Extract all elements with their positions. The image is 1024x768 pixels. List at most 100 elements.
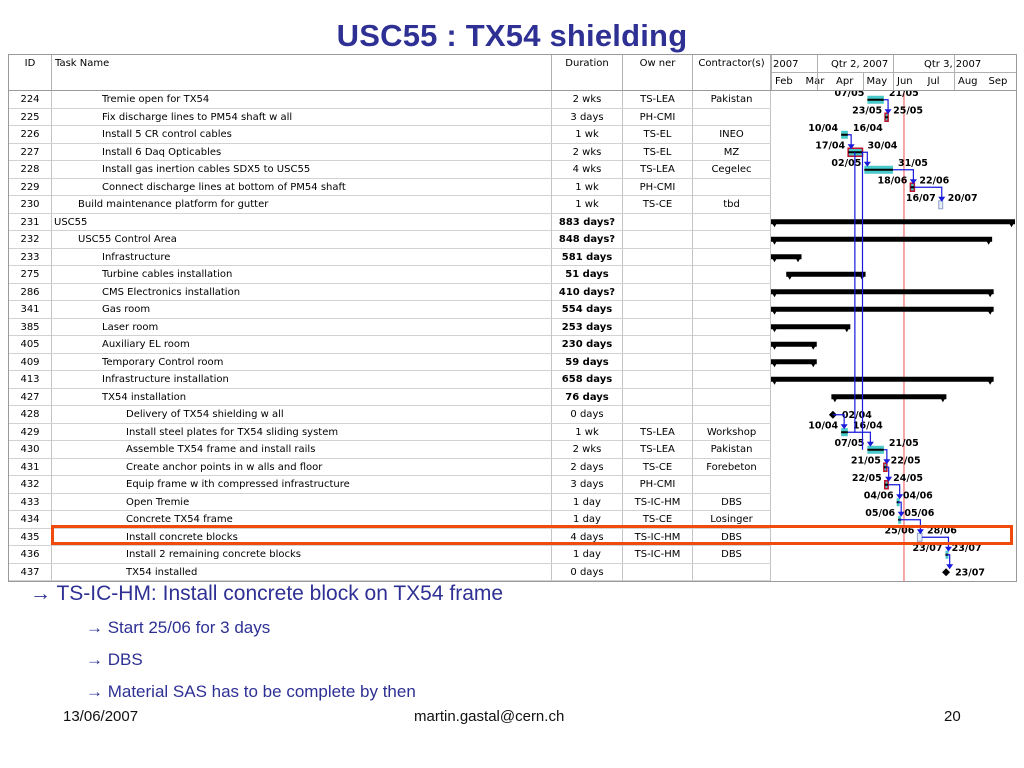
summary-bar [771, 341, 817, 347]
table-row[interactable]: 436 Install 2 remaining concrete blocks 1 … [9, 546, 771, 564]
task-name: TX54 installed [52, 563, 552, 581]
dependency-arrowhead [897, 511, 905, 517]
task-contractor [693, 371, 771, 388]
task-duration: 76 days [552, 388, 623, 406]
task-contractor [693, 406, 771, 423]
summary-end-cap [843, 326, 851, 333]
task-name: Install 6 Daq Opticables [52, 143, 552, 161]
table-row[interactable]: 275 Turbine cables installation 51 days [9, 266, 771, 284]
header-owner: Ow ner [623, 55, 693, 90]
task-end-date-label: 16/04 [853, 123, 883, 134]
task-contractor: tbd [693, 196, 771, 213]
task-id: 230 [9, 196, 52, 213]
table-row[interactable]: 430 Assemble TX54 frame and install rails… [9, 441, 771, 459]
task-duration: 1 wk [552, 196, 623, 213]
task-owner [623, 231, 693, 248]
task-name: Equip frame w ith compressed infrastruct… [52, 476, 552, 493]
table-row[interactable]: 435 Install concrete blocks 4 days TS-IC-HM… [9, 528, 771, 546]
task-contractor [693, 318, 771, 336]
task-id: 430 [9, 441, 52, 458]
table-row[interactable]: 428 Delivery of TX54 shielding w all 0 day… [9, 406, 771, 424]
task-name: CMS Electronics installation [52, 283, 552, 301]
table-row[interactable]: 232 USC55 Control Area 848 days? [9, 231, 771, 249]
task-start-date-label: 25/06 [884, 525, 914, 536]
task-start-date-label: 17/04 [815, 140, 845, 151]
summary-bar [771, 324, 851, 330]
table-row[interactable]: 233 Infrastructure 581 days [9, 248, 771, 266]
task-owner: TS-IC-HM [623, 528, 693, 546]
gantt-month-label: Jul [927, 76, 940, 87]
table-row[interactable]: 341 Gas room 554 days [9, 301, 771, 319]
table-row[interactable]: 432 Equip frame w ith compressed infrastr… [9, 476, 771, 494]
task-id: 429 [9, 423, 52, 441]
gantt-header-separator [862, 72, 864, 90]
table-row[interactable]: 429 Install steel plates for TX54 sliding… [9, 423, 771, 441]
table-row[interactable]: 226 Install 5 CR control cables 1 wk TS-EL I… [9, 126, 771, 144]
task-owner [623, 336, 693, 353]
table-row[interactable]: 409 Temporary Control room 59 days [9, 353, 771, 371]
task-name: USC55 Control Area [52, 231, 552, 248]
task-end-date-label: 21/05 [889, 91, 919, 99]
task-duration: 848 days? [552, 231, 623, 248]
task-id: 231 [9, 213, 52, 231]
table-row[interactable]: 405 Auxiliary EL room 230 days [9, 336, 771, 354]
task-name: Fix discharge lines to PM54 shaft w all [52, 108, 552, 126]
gantt-month-label: Feb [775, 76, 793, 87]
table-row[interactable]: 225 Fix discharge lines to PM54 shaft w a… [9, 108, 771, 126]
task-owner [623, 353, 693, 371]
dependency-arrowhead [946, 564, 954, 570]
task-owner [623, 371, 693, 388]
task-contractor [693, 563, 771, 581]
table-row[interactable]: 229 Connect discharge lines at bottom of … [9, 178, 771, 196]
summary-start-cap [771, 343, 778, 350]
summary-start-cap [831, 396, 839, 403]
task-duration: 0 days [552, 406, 623, 423]
task-owner: PH-CMI [623, 178, 693, 196]
task-owner: TS-CE [623, 458, 693, 476]
task-id: 405 [9, 336, 52, 353]
header-divider [9, 90, 1016, 91]
table-row[interactable]: 431 Create anchor points in w alls and fl… [9, 458, 771, 476]
table-row[interactable]: 230 Build maintenance platform for gutter… [9, 196, 771, 214]
task-start-date-label: 16/07 [906, 193, 936, 204]
footer-page-number: 20 [944, 708, 961, 725]
task-duration: 581 days [552, 248, 623, 266]
table-row[interactable]: 228 Install gas inertion cables SDX5 to U… [9, 161, 771, 179]
task-contractor: DBS [693, 528, 771, 546]
table-row[interactable]: 385 Laser room 253 days [9, 318, 771, 336]
table-row[interactable]: 427 TX54 installation 76 days [9, 388, 771, 406]
task-end-date-label: 30/04 [868, 140, 898, 151]
task-contractor: Pakistan [693, 91, 771, 108]
task-duration: 253 days [552, 318, 623, 336]
table-row[interactable]: 433 Open Tremie 1 day TS-IC-HM DBS [9, 493, 771, 511]
task-bar [938, 200, 944, 210]
table-row[interactable]: 227 Install 6 Daq Opticables 2 wks TS-EL MZ [9, 143, 771, 161]
table-row[interactable]: 437 TX54 installed 0 days [9, 563, 771, 581]
table-row[interactable]: 434 Concrete TX54 frame 1 day TS-CE Losinger [9, 511, 771, 529]
table-row[interactable]: 224 Tremie open for TX54 2 wks TS-LEA Pakist… [9, 91, 771, 109]
summary-bar [771, 376, 994, 382]
dependency-link [847, 134, 852, 148]
task-name: TX54 installation [52, 388, 552, 406]
task-contractor: DBS [693, 493, 771, 511]
task-id: 233 [9, 248, 52, 266]
table-row[interactable]: 231 USC55 883 days? [9, 213, 771, 231]
table-row[interactable]: 413 Infrastructure installation 658 days [9, 371, 771, 389]
summary-end-cap [986, 308, 994, 315]
table-row[interactable]: 286 CMS Electronics installation 410 days? [9, 283, 771, 301]
task-duration: 3 days [552, 108, 623, 126]
task-duration: 2 wks [552, 143, 623, 161]
task-progress [867, 98, 884, 101]
milestone-date-label: 23/07 [955, 567, 985, 578]
task-end-date-label: 23/07 [952, 543, 982, 554]
task-name: Create anchor points in w alls and floor [52, 458, 552, 476]
task-owner: TS-LEA [623, 161, 693, 178]
task-id: 227 [9, 143, 52, 161]
task-duration: 554 days [552, 301, 623, 318]
task-contractor: Cegelec [693, 161, 771, 178]
summary-bar [771, 254, 802, 260]
dependency-link [899, 519, 921, 533]
summary-end-cap [986, 378, 994, 385]
task-end-date-label: 22/06 [919, 175, 949, 186]
task-duration: 1 wk [552, 178, 623, 196]
